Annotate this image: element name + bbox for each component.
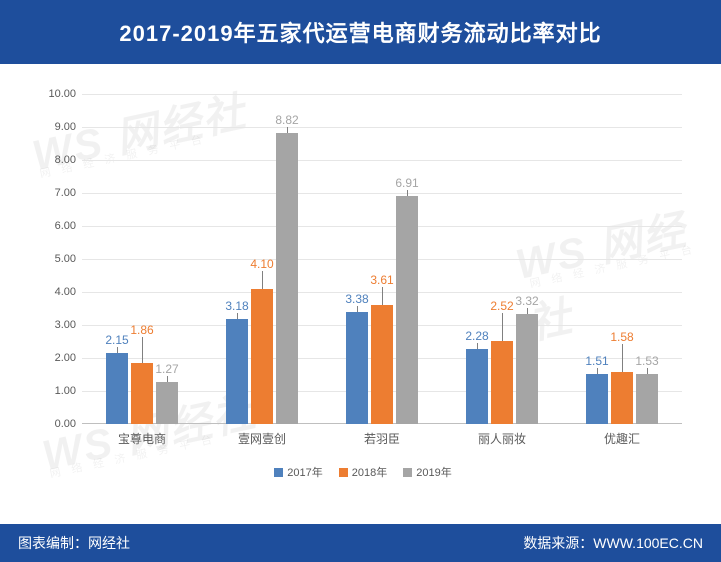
y-tick-label: 4.00 (38, 286, 76, 298)
y-tick-label: 10.00 (38, 88, 76, 100)
bar: 1.51 (586, 374, 608, 424)
category-label: 丽人丽妆 (442, 424, 562, 447)
bar: 6.91 (396, 196, 418, 424)
category-label: 若羽臣 (322, 424, 442, 447)
bar-group: 3.184.108.82壹网壹创 (202, 94, 322, 424)
bar: 8.82 (276, 133, 298, 424)
bar: 1.27 (156, 382, 178, 424)
bar-value-label: 1.27 (155, 362, 178, 376)
bar-value-label: 6.91 (395, 176, 418, 190)
y-tick-label: 1.00 (38, 385, 76, 397)
label-leader (622, 344, 623, 372)
label-leader (237, 313, 238, 319)
label-leader (527, 308, 528, 314)
bar: 4.10 (251, 289, 273, 424)
bar: 3.32 (516, 314, 538, 424)
bar-group: 3.383.616.91若羽臣 (322, 94, 442, 424)
label-leader (142, 337, 143, 363)
legend-label: 2018年 (352, 464, 387, 480)
bar: 2.52 (491, 341, 513, 424)
bar-cluster: 2.282.523.32 (466, 314, 538, 424)
bar-value-label: 3.61 (370, 273, 393, 287)
label-leader (382, 287, 383, 305)
y-tick-label: 0.00 (38, 418, 76, 430)
y-tick-label: 7.00 (38, 187, 76, 199)
label-leader (117, 347, 118, 353)
label-leader (647, 368, 648, 374)
bar-value-label: 2.28 (465, 329, 488, 343)
bar: 2.15 (106, 353, 128, 424)
y-tick-label: 6.00 (38, 220, 76, 232)
label-leader (502, 313, 503, 341)
footer-source: 数据来源：WWW.100EC.CN (523, 533, 703, 553)
y-tick-label: 2.00 (38, 352, 76, 364)
bar-value-label: 2.15 (105, 333, 128, 347)
bar-group: 2.282.523.32丽人丽妆 (442, 94, 562, 424)
bar-value-label: 2.52 (490, 299, 513, 313)
bar-group: 1.511.581.53优趣汇 (562, 94, 682, 424)
bar-value-label: 3.32 (515, 294, 538, 308)
label-leader (357, 306, 358, 312)
bar-value-label: 3.38 (345, 292, 368, 306)
bar-groups: 2.151.861.27宝尊电商3.184.108.82壹网壹创3.383.61… (82, 94, 682, 424)
y-tick-label: 9.00 (38, 121, 76, 133)
legend-swatch (403, 468, 412, 477)
label-leader (262, 271, 263, 289)
bar-value-label: 1.86 (130, 323, 153, 337)
footer-bar: 图表编制：网经社 数据来源：WWW.100EC.CN (0, 524, 721, 562)
bar: 2.28 (466, 349, 488, 424)
footer-credit: 图表编制：网经社 (18, 533, 130, 553)
title-bar: 2017-2019年五家代运营电商财务流动比率对比 (0, 0, 721, 64)
bar-value-label: 4.10 (250, 257, 273, 271)
bar-value-label: 3.18 (225, 299, 248, 313)
category-label: 优趣汇 (562, 424, 682, 447)
label-leader (477, 343, 478, 349)
bar-cluster: 2.151.861.27 (106, 353, 178, 424)
legend-swatch (339, 468, 348, 477)
legend: 2017年 2018年 2019年 (38, 464, 688, 480)
bar: 3.18 (226, 319, 248, 424)
legend-item: 2017年 (274, 464, 322, 480)
bar-value-label: 1.51 (585, 354, 608, 368)
bar-cluster: 1.511.581.53 (586, 372, 658, 424)
bar: 3.61 (371, 305, 393, 424)
y-tick-label: 3.00 (38, 319, 76, 331)
category-label: 壹网壹创 (202, 424, 322, 447)
bar: 1.53 (636, 374, 658, 424)
chart-card: 2017-2019年五家代运营电商财务流动比率对比 WS 网经社 网 络 经 济… (0, 0, 721, 562)
bar: 3.38 (346, 312, 368, 424)
chart-area: 0.00 1.00 2.00 3.00 4.00 5.00 6.00 7.00 8.00 9.00… (38, 94, 688, 486)
bar-value-label: 8.82 (275, 113, 298, 127)
legend-label: 2019年 (416, 464, 451, 480)
label-leader (167, 376, 168, 382)
bar-value-label: 1.58 (610, 330, 633, 344)
bar-cluster: 3.184.108.82 (226, 133, 298, 424)
bar-cluster: 3.383.616.91 (346, 196, 418, 424)
bar: 1.86 (131, 363, 153, 424)
label-leader (407, 190, 408, 196)
legend-label: 2017年 (287, 464, 322, 480)
y-tick-label: 5.00 (38, 253, 76, 265)
y-tick-label: 8.00 (38, 154, 76, 166)
legend-swatch (274, 468, 283, 477)
label-leader (287, 127, 288, 133)
category-label: 宝尊电商 (82, 424, 202, 447)
bar-group: 2.151.861.27宝尊电商 (82, 94, 202, 424)
bar: 1.58 (611, 372, 633, 424)
legend-item: 2019年 (403, 464, 451, 480)
bar-value-label: 1.53 (635, 354, 658, 368)
label-leader (597, 368, 598, 374)
legend-item: 2018年 (339, 464, 387, 480)
chart-title: 2017-2019年五家代运营电商财务流动比率对比 (119, 16, 601, 48)
